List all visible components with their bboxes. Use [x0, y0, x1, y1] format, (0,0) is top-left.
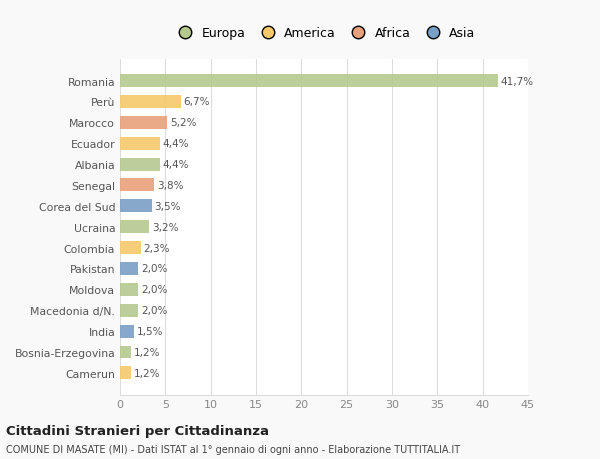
Bar	[120, 325, 134, 338]
Bar	[120, 346, 131, 358]
Text: 3,5%: 3,5%	[154, 202, 181, 211]
Text: 41,7%: 41,7%	[501, 76, 534, 86]
Text: 4,4%: 4,4%	[163, 160, 189, 170]
Bar	[120, 283, 138, 296]
Text: 5,2%: 5,2%	[170, 118, 196, 128]
Text: 6,7%: 6,7%	[184, 97, 210, 107]
Text: Cittadini Stranieri per Cittadinanza: Cittadini Stranieri per Cittadinanza	[6, 424, 269, 437]
Text: 1,2%: 1,2%	[134, 368, 160, 378]
Bar	[120, 221, 149, 234]
Text: 4,4%: 4,4%	[163, 139, 189, 149]
Bar	[120, 304, 138, 317]
Bar	[120, 117, 167, 129]
Text: 2,3%: 2,3%	[143, 243, 170, 253]
Bar	[120, 367, 131, 380]
Bar	[120, 200, 152, 213]
Text: COMUNE DI MASATE (MI) - Dati ISTAT al 1° gennaio di ogni anno - Elaborazione TUT: COMUNE DI MASATE (MI) - Dati ISTAT al 1°…	[6, 444, 460, 454]
Bar	[120, 263, 138, 275]
Bar	[120, 75, 498, 88]
Text: 3,2%: 3,2%	[152, 222, 178, 232]
Text: 3,8%: 3,8%	[157, 180, 184, 190]
Bar	[120, 137, 160, 151]
Bar	[120, 96, 181, 109]
Bar	[120, 241, 141, 254]
Bar	[120, 158, 160, 171]
Bar	[120, 179, 154, 192]
Text: 1,5%: 1,5%	[136, 326, 163, 336]
Text: 2,0%: 2,0%	[141, 285, 167, 295]
Legend: Europa, America, Africa, Asia: Europa, America, Africa, Asia	[167, 22, 481, 45]
Text: 1,2%: 1,2%	[134, 347, 160, 357]
Text: 2,0%: 2,0%	[141, 264, 167, 274]
Text: 2,0%: 2,0%	[141, 306, 167, 315]
